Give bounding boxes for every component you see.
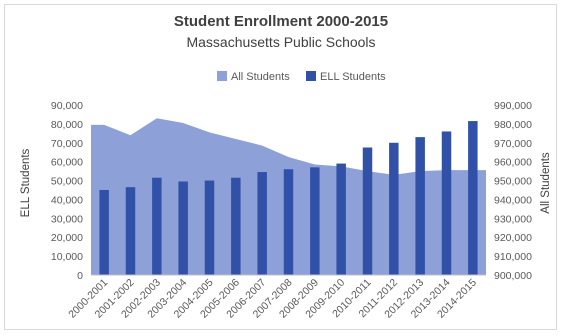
right-tick-label: 920,000: [494, 232, 532, 244]
chart-frame: Student Enrollment 2000-2015 Massachuset…: [4, 4, 557, 330]
legend-label-ell-students: ELL Students: [320, 71, 386, 83]
left-tick-label: 70,000: [51, 138, 83, 150]
left-axis-title: ELL Students: [20, 148, 32, 217]
bar-ell-2007-2008: [283, 169, 294, 275]
right-tick-label: 950,000: [494, 176, 532, 188]
right-tick-label: 940,000: [494, 194, 532, 206]
x-axis-ticks: 2000-20012001-20022002-20032003-20042004…: [66, 277, 479, 321]
bar-ell-2002-2003: [152, 177, 162, 275]
bar-ell-2012-2013: [415, 137, 425, 275]
bar-ell-2013-2014: [441, 131, 452, 275]
left-tick-label: 0: [77, 270, 83, 282]
chart-title: Student Enrollment 2000-2015: [174, 13, 388, 30]
left-tick-label: 20,000: [51, 232, 83, 244]
right-tick-label: 930,000: [494, 213, 532, 225]
left-tick-label: 40,000: [51, 194, 83, 206]
left-tick-label: 60,000: [51, 157, 83, 169]
right-tick-label: 910,000: [494, 251, 532, 263]
bar-ell-2009-2010: [336, 163, 346, 275]
bar-ell-2005-2006: [231, 177, 241, 275]
right-axis-ticks: 900,000 910,000 920,000 930,000 940,000 950,0…: [494, 100, 532, 282]
legend: All Students ELL Students: [217, 71, 386, 83]
chart-subtitle: Massachusetts Public Schools: [186, 34, 375, 50]
left-tick-label: 80,000: [51, 119, 83, 131]
legend-swatch-ell-students: [306, 71, 316, 81]
bar-ell-2003-2004: [178, 181, 188, 275]
bar-ell-2004-2005: [204, 180, 215, 275]
enrollment-chart: Student Enrollment 2000-2015 Massachuset…: [20, 13, 552, 321]
left-tick-label: 10,000: [51, 251, 83, 263]
legend-swatch-all-students: [217, 71, 227, 81]
bar-ell-2008-2009: [310, 167, 320, 275]
right-tick-label: 960,000: [494, 157, 532, 169]
bar-ell-2000-2001: [99, 190, 109, 275]
left-tick-label: 30,000: [51, 213, 83, 225]
right-tick-label: 900,000: [494, 270, 532, 282]
left-tick-label: 90,000: [51, 100, 83, 112]
right-tick-label: 990,000: [494, 100, 532, 112]
bar-ell-2011-2012: [389, 142, 399, 275]
bar-ell-2010-2011: [362, 147, 373, 275]
legend-label-all-students: All Students: [231, 71, 290, 83]
bar-ell-2001-2002: [125, 187, 136, 275]
bar-ell-2014-2015: [468, 121, 478, 275]
left-axis-ticks: 0 10,000 20,000 30,000 40,000 50,000 60,000 70,…: [51, 100, 83, 282]
bar-layer: [99, 121, 478, 275]
left-tick-label: 50,000: [51, 176, 83, 188]
right-tick-label: 980,000: [494, 119, 532, 131]
right-tick-label: 970,000: [494, 138, 532, 150]
bar-ell-2006-2007: [257, 172, 267, 275]
right-axis-title: All Students: [540, 152, 552, 214]
